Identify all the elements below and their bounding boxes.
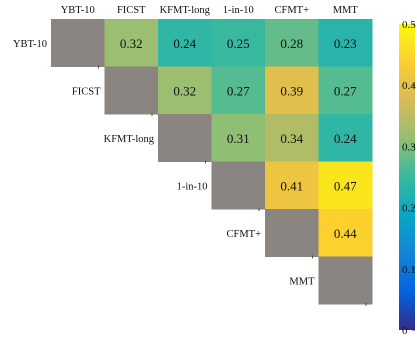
heatmap-cell (211, 114, 266, 162)
colorbar-gradient (399, 24, 415, 330)
column-label: MMT (333, 5, 359, 16)
row-label: 1-in-10 (177, 181, 208, 192)
heatmap-cell (265, 66, 319, 115)
heatmap-cell (211, 19, 266, 67)
diagonal-cell (211, 161, 266, 210)
cell-value-label: 0.28 (280, 36, 303, 51)
cell-value-label: 0.27 (334, 83, 357, 98)
colorbar-tick-label: 0.4 (402, 80, 416, 92)
heatmap-cell (318, 161, 373, 210)
colorbar-tick-label: 0.3 (402, 141, 416, 153)
heatmap-cells: YBT-10 0.32 0.24 0.25 0.28 0.23 FICST 0.32 0.27 0… (13, 19, 373, 306)
cell-value-label: 0.47 (334, 178, 357, 193)
column-label: CFMT+ (274, 5, 309, 16)
diagonal-cell (104, 66, 159, 115)
heatmap-cell (104, 19, 159, 67)
cell-value-label: 0.44 (334, 226, 357, 241)
heatmap-cell (318, 66, 373, 115)
column-label: KFMT-long (160, 5, 211, 16)
column-label: 1-in-10 (223, 5, 254, 16)
heatmap-cell (158, 19, 212, 67)
column-labels: YBT-10 FICST KFMT-long 1-in-10 CFMT+ MMT (61, 5, 359, 16)
cell-value-label: 0.23 (334, 36, 357, 51)
diagonal-cell (51, 19, 105, 67)
cell-value-label: 0.25 (227, 36, 250, 51)
diagonal-cell (265, 209, 319, 257)
heatmap-cell (158, 66, 212, 115)
row-label: FICST (72, 86, 101, 97)
colorbar-tick-label: 0.2 (402, 203, 416, 215)
row-label: CFMT+ (226, 229, 261, 240)
heatmap-cell (265, 114, 319, 162)
cell-value-label: 0.31 (227, 131, 250, 146)
cell-value-label: 0.24 (173, 36, 196, 51)
row-label: KFMT-long (104, 134, 155, 145)
colorbar-tick-label: 0 (402, 325, 408, 337)
cell-value-label: 0.32 (173, 83, 196, 98)
heatmap-cell (265, 161, 319, 210)
cell-value-label: 0.41 (280, 178, 303, 193)
heatmap-cell (318, 114, 373, 162)
diagonal-cell (318, 256, 373, 305)
cell-value-label: 0.39 (280, 83, 303, 98)
cell-value-label: 0.32 (120, 36, 143, 51)
colorbar-tick-label: 0.5 (402, 19, 416, 31)
cell-value-label: 0.24 (334, 131, 357, 146)
column-label: FICST (117, 5, 146, 16)
column-label: YBT-10 (61, 5, 95, 16)
row-label: YBT-10 (13, 39, 47, 50)
heatmap-cell (318, 19, 373, 67)
colorbar: 0 0.1 0.2 0.3 0.4 0.5 (399, 19, 416, 337)
cell-value-label: 0.34 (280, 131, 303, 146)
diagonal-cell (158, 114, 212, 162)
cell-value-label: 0.27 (227, 83, 250, 98)
row-label: MMT (289, 276, 315, 287)
colorbar-tick-label: 0.1 (402, 264, 416, 276)
heatmap-cell (265, 19, 319, 67)
heatmap-cell (318, 209, 373, 257)
heatmap-cell (211, 66, 266, 115)
